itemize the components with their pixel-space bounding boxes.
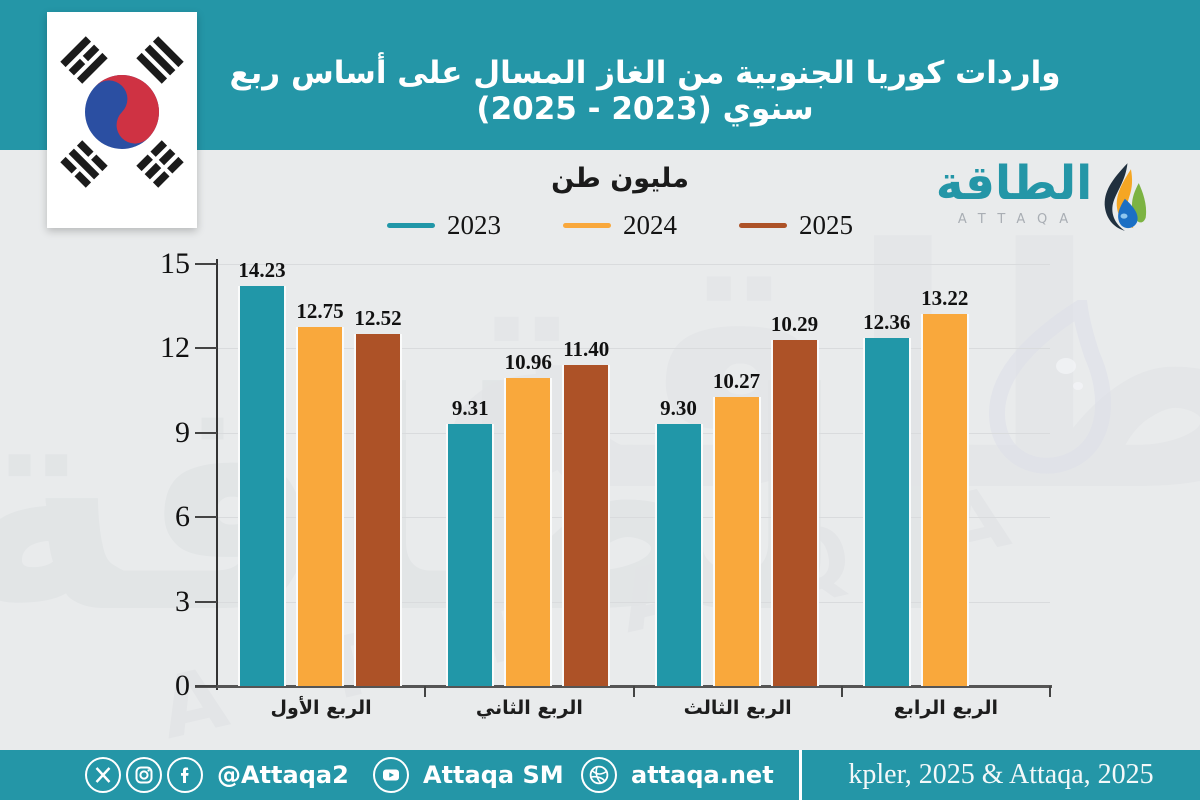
- instagram-icon[interactable]: [126, 757, 162, 793]
- attaqa-logo-latin: ATTAQA: [957, 212, 1081, 227]
- bar-value-label: 12.36: [863, 310, 911, 335]
- y-axis-tick: [195, 263, 217, 265]
- bar-value-label: 13.22: [921, 286, 969, 311]
- y-axis-tick-label: 15: [160, 247, 190, 280]
- attaqa-logo-arabic: الطاقة: [935, 156, 1093, 211]
- bar-value-label: 14.23: [238, 257, 286, 282]
- bar-value-label: 10.96: [504, 349, 552, 374]
- bar-value-label: 11.40: [563, 337, 610, 362]
- y-axis-tick-label: 12: [160, 331, 190, 365]
- bar-2024-3: [712, 397, 761, 686]
- bar-value-label: 12.52: [354, 305, 402, 330]
- bar-2023-1: [238, 285, 286, 686]
- attaqa-logo: الطاقة ATTAQA: [930, 158, 1165, 244]
- gridline: [217, 601, 1050, 603]
- x-axis-tick: [1049, 686, 1051, 697]
- x-axis-category-label: الربع الثالث: [683, 697, 792, 719]
- y-axis-tick: [195, 347, 217, 350]
- gridline: [217, 517, 1050, 519]
- x-axis-tick: [424, 686, 427, 697]
- legend-dash-icon: [563, 222, 611, 228]
- x-axis-line: [195, 685, 1052, 688]
- south-korea-flag: [47, 12, 197, 228]
- x-icon[interactable]: [85, 757, 121, 793]
- bar-value-label: 9.30: [660, 396, 697, 421]
- south-korea-flag-icon: [60, 36, 184, 188]
- y-axis-tick: [195, 600, 217, 603]
- y-axis-tick-label: 9: [175, 415, 190, 449]
- y-axis-tick-label: 6: [175, 500, 190, 534]
- page-title: واردات كوريا الجنوبية من الغاز المسال عل…: [229, 55, 1061, 127]
- legend-item-2025: 2025: [739, 210, 853, 241]
- social-group-website: attaqa.net: [581, 750, 774, 800]
- bar-2025-3: [770, 340, 819, 686]
- y-axis-tick-label: 3: [175, 584, 190, 618]
- y-axis-line: [216, 259, 218, 690]
- x-axis-category-label: الربع الثاني: [475, 697, 583, 719]
- legend-label: 2025: [799, 209, 853, 240]
- social-group-attaqa2: @Attaqa2: [85, 750, 349, 800]
- bar-2023-3: [654, 424, 703, 686]
- attaqa-flame-icon: [1104, 163, 1147, 231]
- legend-item-2023: 2023: [387, 210, 501, 241]
- bar-value-label: 9.31: [451, 396, 489, 421]
- bar-2024-2: [504, 377, 553, 686]
- footer-divider: [799, 750, 802, 800]
- handle-attaqa-sm[interactable]: Attaqa SM: [423, 761, 564, 789]
- y-axis-tick-label: 0: [175, 669, 190, 702]
- x-axis-category-label: الربع الرابع: [893, 697, 999, 719]
- bar-2024-4: [920, 314, 969, 686]
- youtube-icon[interactable]: [373, 757, 409, 793]
- chart-unit-label: مليون طن: [551, 163, 689, 194]
- gridline: [217, 264, 1050, 265]
- gridline: [217, 432, 1050, 434]
- handle-attaqa-net[interactable]: attaqa.net: [631, 761, 774, 789]
- bar-2024-1: [296, 327, 344, 686]
- bar-value-label: 12.75: [296, 299, 344, 324]
- social-group-youtube: Attaqa SM: [373, 750, 564, 800]
- y-axis-tick: [195, 431, 217, 434]
- header-band: واردات كوريا الجنوبية من الغاز المسال عل…: [0, 0, 1200, 150]
- source-box: kpler, 2025 & Attaqa, 2025: [802, 750, 1200, 800]
- bar-2025-2: [562, 365, 611, 686]
- legend-label: 2023: [447, 209, 501, 240]
- legend-label: 2024: [623, 209, 677, 240]
- facebook-icon[interactable]: [167, 757, 203, 793]
- source-text: kpler, 2025 & Attaqa, 2025: [848, 759, 1154, 790]
- legend-item-2024: 2024: [563, 210, 677, 241]
- bar-value-label: 10.29: [770, 312, 819, 337]
- globe-icon[interactable]: [581, 757, 617, 793]
- bar-value-label: 10.27: [712, 369, 761, 394]
- bar-2023-4: [862, 338, 911, 686]
- x-axis-tick: [840, 686, 843, 697]
- x-axis-category-label: الربع الأول: [270, 697, 372, 719]
- bar-2025-1: [354, 333, 402, 686]
- legend-dash-icon: [387, 222, 435, 228]
- handle-attaqa2[interactable]: @Attaqa2: [217, 761, 349, 789]
- x-axis-tick: [632, 686, 635, 697]
- bar-2023-2: [446, 424, 495, 686]
- chart-legend: 2023 2024 2025: [280, 208, 960, 242]
- y-axis-tick: [195, 516, 217, 519]
- gridline: [217, 348, 1050, 350]
- y-axis-tick: [195, 685, 217, 687]
- legend-dash-icon: [739, 222, 787, 228]
